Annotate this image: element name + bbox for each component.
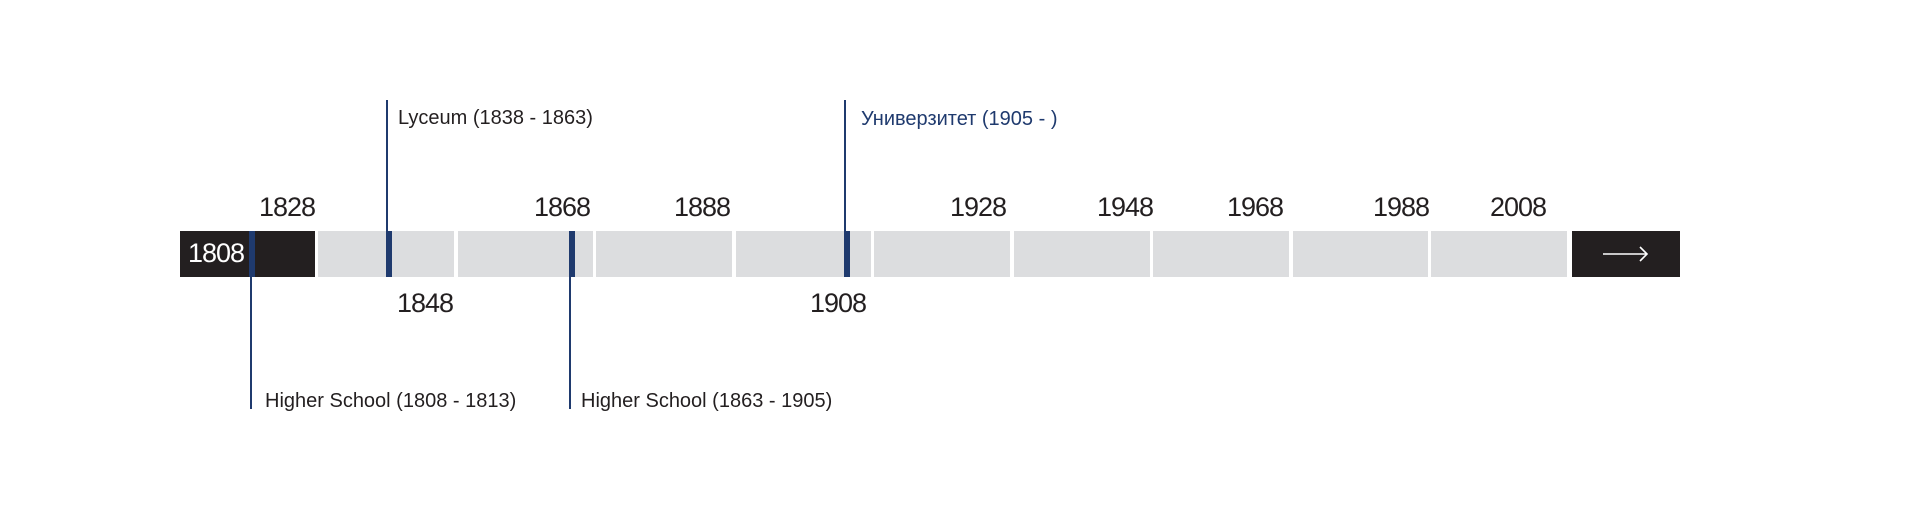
year-label: 1848 xyxy=(396,288,454,318)
event-marker[interactable] xyxy=(386,231,392,277)
event-label: Lyceum (1838 - 1863) xyxy=(398,107,593,129)
year-label: 2008 xyxy=(1489,192,1547,222)
event-label-current: Универзитет (1905 - ) xyxy=(861,108,1058,130)
event-line xyxy=(250,231,252,409)
segment[interactable] xyxy=(874,231,1010,277)
segment-active[interactable] xyxy=(180,231,315,277)
event-marker[interactable] xyxy=(249,231,255,277)
event-line xyxy=(569,277,571,409)
segment[interactable] xyxy=(736,231,871,277)
year-label: 1968 xyxy=(1226,192,1284,222)
next-button[interactable] xyxy=(1572,231,1680,277)
segment[interactable] xyxy=(1431,231,1567,277)
year-label: 1908 xyxy=(809,288,867,318)
arrow-right-icon xyxy=(1603,246,1649,262)
event-line xyxy=(386,100,388,231)
segment[interactable] xyxy=(1014,231,1150,277)
year-label: 1988 xyxy=(1372,192,1430,222)
segment[interactable] xyxy=(596,231,732,277)
year-label-start: 1808 xyxy=(187,238,245,268)
event-line xyxy=(844,100,846,231)
event-label: Higher School (1808 - 1813) xyxy=(265,390,517,412)
year-label: 1948 xyxy=(1096,192,1154,222)
segment[interactable] xyxy=(1153,231,1289,277)
event-marker[interactable] xyxy=(569,231,575,277)
event-label: Higher School (1863 - 1905) xyxy=(581,390,833,412)
segment[interactable] xyxy=(1293,231,1428,277)
year-label: 1868 xyxy=(533,192,591,222)
year-label: 1828 xyxy=(258,192,316,222)
year-label: 1928 xyxy=(949,192,1007,222)
year-label: 1888 xyxy=(673,192,731,222)
event-marker[interactable] xyxy=(844,231,850,277)
